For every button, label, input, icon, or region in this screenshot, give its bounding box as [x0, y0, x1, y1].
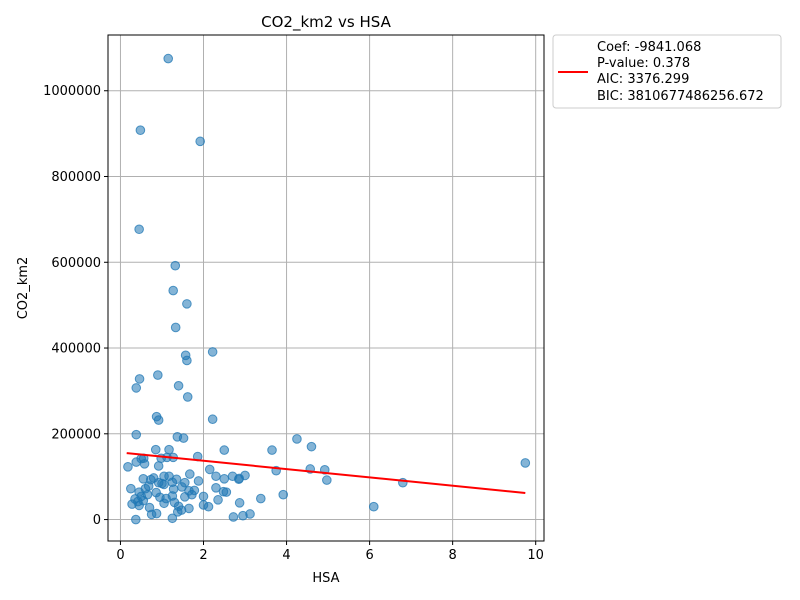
data-point	[153, 415, 164, 425]
y-tick-label: 800000	[51, 170, 101, 185]
data-point	[211, 471, 221, 482]
data-point	[520, 458, 531, 468]
data-point	[292, 434, 302, 444]
data-point	[211, 483, 221, 493]
data-point	[306, 441, 317, 452]
y-axis-title: CO2_km2	[16, 257, 31, 320]
data-point	[134, 224, 144, 235]
y-tick-label: 0	[93, 513, 101, 528]
data-point	[198, 491, 209, 502]
data-point	[234, 474, 244, 485]
legend-aic: AIC: 3376.299	[597, 72, 689, 87]
legend-coef: Coef: -9841.068	[597, 40, 701, 55]
y-ticks: 0 200000 400000 600000 800000 1000000	[43, 84, 108, 528]
data-point	[164, 444, 174, 455]
data-point	[159, 479, 169, 490]
data-point	[159, 498, 169, 509]
data-point	[182, 299, 192, 309]
data-point	[213, 495, 223, 505]
data-point	[195, 136, 205, 147]
data-point	[167, 513, 178, 524]
data-point	[368, 501, 379, 512]
data-point	[207, 414, 218, 425]
data-point	[134, 374, 145, 384]
data-point	[134, 500, 144, 511]
data-point	[322, 475, 332, 485]
data-point	[278, 489, 289, 500]
data-point	[131, 429, 142, 440]
legend-box	[552, 34, 782, 109]
data-point	[267, 445, 277, 455]
y-tick-label: 1000000	[43, 84, 101, 99]
regression-line	[126, 452, 526, 494]
data-point	[187, 489, 197, 500]
data-point	[170, 322, 181, 333]
data-point	[178, 433, 189, 443]
data-point	[131, 383, 142, 393]
data-point	[153, 370, 163, 380]
data-point	[150, 444, 161, 455]
data-point	[203, 501, 214, 512]
data-point	[131, 514, 141, 525]
data-point	[193, 476, 204, 486]
data-point	[256, 493, 266, 504]
x-tick-label: 8	[449, 548, 457, 563]
data-point	[182, 392, 193, 402]
points-layer	[123, 53, 531, 525]
x-tick-label: 2	[199, 548, 207, 563]
data-point	[204, 464, 215, 475]
data-point	[245, 509, 255, 519]
x-tick-label: 0	[116, 548, 124, 563]
data-point	[221, 487, 232, 497]
y-tick-label: 400000	[51, 342, 101, 357]
x-tick-label: 4	[282, 548, 290, 563]
data-point	[123, 462, 133, 472]
x-tick-label: 10	[527, 548, 544, 563]
data-point	[126, 483, 136, 494]
chart-title: CO2_km2 vs HSA	[261, 13, 391, 32]
x-ticks: 0 2 4 6 8 10	[116, 541, 544, 563]
fit-layer	[126, 452, 526, 494]
y-tick-label: 600000	[51, 256, 101, 271]
legend-bic: BIC: 3810677486256.672	[597, 89, 764, 104]
data-point	[168, 285, 178, 296]
data-point	[219, 474, 230, 484]
data-point	[135, 125, 146, 135]
data-point	[185, 469, 195, 479]
data-point	[139, 459, 150, 469]
grid-layer	[108, 35, 544, 541]
data-point	[228, 512, 239, 522]
data-point	[176, 505, 187, 515]
data-point	[153, 461, 164, 471]
data-point	[219, 445, 230, 455]
data-point	[234, 498, 245, 508]
data-point	[207, 347, 218, 357]
data-point	[163, 53, 174, 64]
x-axis-title: HSA	[312, 571, 339, 586]
data-point	[143, 481, 154, 491]
data-point	[151, 508, 162, 519]
plot-frame	[107, 34, 545, 542]
data-point	[170, 260, 181, 271]
data-point	[173, 380, 184, 391]
data-point	[131, 457, 142, 467]
x-tick-label: 6	[365, 548, 373, 563]
legend-pvalue: P-value: 0.378	[597, 56, 690, 71]
legend: Coef: -9841.068 P-value: 0.378 AIC: 3376…	[552, 34, 782, 109]
data-point	[182, 355, 192, 366]
y-tick-label: 200000	[51, 427, 101, 442]
